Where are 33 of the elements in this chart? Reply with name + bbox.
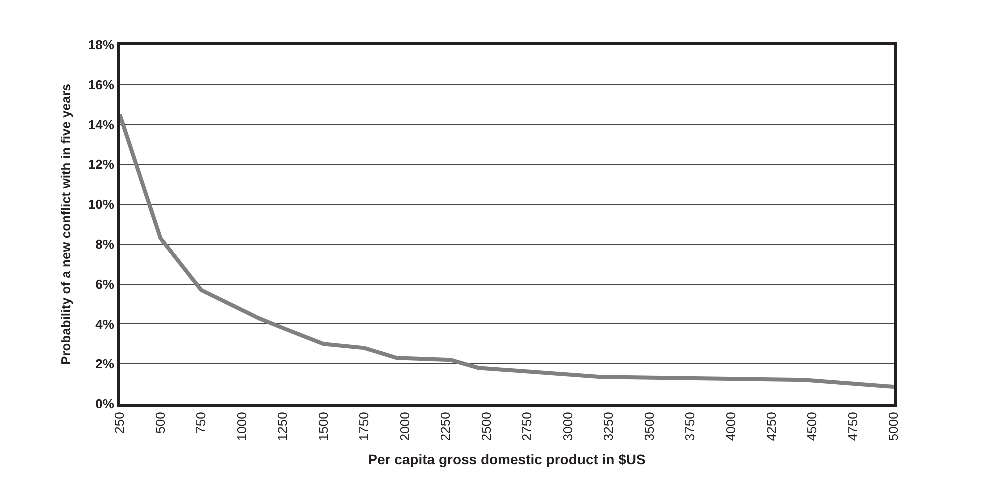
x-tick-label: 1500 xyxy=(316,412,331,442)
x-tick-label: 2750 xyxy=(520,412,535,442)
x-tick-label: 2000 xyxy=(397,412,412,442)
x-tick-label: 5000 xyxy=(886,412,902,442)
y-tick-label: 18% xyxy=(88,38,115,53)
x-tick-label: 4000 xyxy=(723,412,738,442)
y-tick-label: 0% xyxy=(96,396,115,412)
x-tick-label: 3750 xyxy=(682,412,698,442)
y-tick-label: 16% xyxy=(88,77,115,92)
x-tick-label: 1250 xyxy=(275,412,290,442)
x-tick-label: 4500 xyxy=(804,412,820,442)
x-tick-label: 3250 xyxy=(601,412,616,442)
y-axis-title: Probability of a new conflict with in five years xyxy=(58,84,74,366)
y-tick-label: 10% xyxy=(88,197,115,212)
x-tick-label: 1750 xyxy=(356,412,372,442)
line-series xyxy=(120,112,894,390)
x-tick-label: 2250 xyxy=(438,412,454,442)
x-tick-label: 1000 xyxy=(234,412,250,442)
x-tick-label: 250 xyxy=(112,412,128,434)
x-axis-title: Per capita gross domestic product in $US xyxy=(368,451,646,468)
x-tick-label: 3000 xyxy=(560,412,576,442)
x-tick-label: 2500 xyxy=(478,412,494,442)
x-tick-label: 3500 xyxy=(642,412,657,442)
y-tick-label: 12% xyxy=(88,157,115,172)
y-tick-label: 4% xyxy=(96,316,115,332)
y-tick-label: 14% xyxy=(88,117,115,132)
y-tick-label: 6% xyxy=(96,276,115,292)
x-tick-label: 750 xyxy=(194,412,209,434)
y-tick-label: 8% xyxy=(96,236,115,252)
y-tick-label: 2% xyxy=(96,356,115,372)
x-tick-label: 4750 xyxy=(845,412,860,442)
x-tick-label: 500 xyxy=(152,412,168,434)
x-tick-label: 4250 xyxy=(764,412,780,442)
